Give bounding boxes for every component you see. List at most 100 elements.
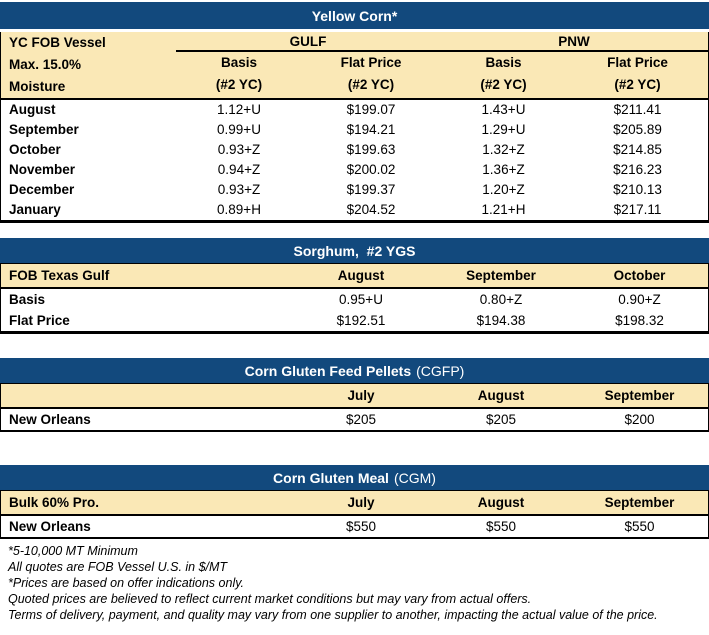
gulf-basis-value: 0.93+Z (217, 182, 261, 197)
table-row: January 0.89+H $204.52 1.21+H $217.11 (1, 200, 708, 220)
month-header: October (613, 268, 666, 283)
gulf-basis-value: 0.94+Z (217, 162, 261, 177)
yellow-corn-header: YC FOB Vessel Max. 15.0% Moisture GULF P… (1, 32, 708, 100)
table-row: Basis 0.95+U 0.80+Z 0.90+Z (1, 289, 708, 310)
row-header-line: Moisture (9, 79, 66, 94)
location-label: New Orleans (9, 412, 91, 427)
pnw-basis-value: 1.32+Z (482, 142, 525, 157)
col-header-grade: (#2 YC) (347, 77, 395, 92)
pnw-flat-value: $205.89 (613, 122, 662, 137)
cgfp-title-band: Corn Gluten Feed Pellets (CGFP) (0, 358, 709, 384)
cgfp-table: Corn Gluten Feed Pellets (CGFP) July Aug… (0, 358, 709, 432)
price-value: $200 (624, 412, 655, 427)
basis-value: 0.95+U (339, 292, 383, 307)
table-row: September 0.99+U $194.21 1.29+U $205.89 (1, 120, 708, 140)
table-row: New Orleans $205 $205 $200 (1, 409, 708, 430)
sub-header-row: Basis Flat Price Basis Flat Price (176, 52, 708, 74)
col-header-pnw-basis: Basis (485, 55, 522, 70)
footnote-line: *Prices are based on offer indications o… (8, 576, 245, 590)
sorghum-table: Sorghum, #2 YGS FOB Texas Gulf August Se… (0, 238, 709, 334)
basis-value: 0.90+Z (618, 292, 661, 307)
column-groups: GULF PNW (176, 32, 708, 52)
table-row: November 0.94+Z $200.02 1.36+Z $216.23 (1, 160, 708, 180)
table-row: August 1.12+U $199.07 1.43+U $211.41 (1, 100, 708, 120)
row-header-line: Max. 15.0% (9, 57, 82, 72)
month-header: September (604, 388, 675, 403)
gulf-flat-value: $199.07 (346, 102, 396, 117)
sub-header-row: (#2 YC) (#2 YC) (#2 YC) (#2 YC) (176, 74, 708, 96)
price-value: $550 (485, 519, 517, 534)
cgfp-header: July August September (1, 384, 708, 409)
footnote-line: Terms of delivery, payment, and quality … (8, 608, 658, 622)
gulf-flat-value: $194.21 (346, 122, 396, 137)
row-label: Flat Price (9, 313, 70, 328)
col-header-grade: (#2 YC) (480, 77, 527, 92)
month-label: December (9, 182, 75, 197)
gulf-basis-value: 0.89+H (217, 202, 261, 217)
flat-price-value: $198.32 (615, 313, 664, 328)
month-header: September (604, 495, 675, 510)
column-group-gulf: GULF (289, 34, 327, 49)
month-header: August (477, 388, 525, 403)
cgm-body: New Orleans $550 $550 $550 (1, 516, 708, 537)
month-label: October (9, 142, 61, 157)
cgfp-body: New Orleans $205 $205 $200 (1, 409, 708, 430)
row-header-line: YC FOB Vessel (9, 35, 106, 50)
sorghum-title: Sorghum, #2 YGS (293, 242, 416, 259)
col-header-grade: (#2 YC) (614, 77, 661, 92)
corner-label (1, 384, 291, 407)
cgm-header: Bulk 60% Pro. July August September (1, 491, 708, 516)
table-row: New Orleans $550 $550 $550 (1, 516, 708, 537)
pnw-basis-value: 1.43+U (481, 102, 526, 117)
pnw-basis-value: 1.21+H (481, 202, 526, 217)
cgfp-title-abbrev: (CGFP) (416, 362, 465, 379)
month-header: July (347, 388, 375, 403)
yellow-corn-table: Yellow Corn* YC FOB Vessel Max. 15.0% Mo… (0, 2, 709, 223)
yellow-corn-body: August 1.12+U $199.07 1.43+U $211.41 Sep… (1, 100, 708, 220)
yellow-corn-title-band: Yellow Corn* (0, 2, 709, 29)
row-label: Basis (9, 292, 46, 307)
gulf-flat-value: $199.37 (346, 182, 396, 197)
gulf-flat-value: $204.52 (346, 202, 396, 217)
flat-price-value: $194.38 (476, 313, 526, 328)
pnw-flat-value: $214.85 (613, 142, 662, 157)
footnote-line: All quotes are FOB Vessel U.S. in $/MT (8, 560, 228, 574)
pnw-basis-value: 1.20+Z (482, 182, 525, 197)
sorghum-title-band: Sorghum, #2 YGS (0, 238, 709, 264)
month-label: January (9, 202, 61, 217)
footnote-line: Quoted prices are believed to reflect cu… (8, 592, 532, 606)
sorghum-header: FOB Texas Gulf August September October (1, 264, 708, 289)
price-value: $205 (485, 412, 517, 427)
month-label: November (9, 162, 76, 177)
col-header-pnw-flat: Flat Price (607, 55, 668, 70)
price-value: $205 (345, 412, 377, 427)
price-value: $550 (624, 519, 655, 534)
location-label: New Orleans (9, 519, 91, 534)
yellow-corn-row-header: YC FOB Vessel Max. 15.0% Moisture (1, 32, 176, 98)
gulf-basis-value: 0.99+U (217, 122, 261, 137)
table-row: Flat Price $192.51 $194.38 $198.32 (1, 310, 708, 331)
table-row: October 0.93+Z $199.63 1.32+Z $214.85 (1, 140, 708, 160)
month-header: August (477, 495, 525, 510)
footnotes: *5-10,000 MT Minimum All quotes are FOB … (0, 543, 709, 623)
cgm-title: Corn Gluten Meal (273, 469, 389, 486)
basis-value: 0.80+Z (479, 292, 523, 307)
cgfp-title: Corn Gluten Feed Pellets (244, 362, 412, 379)
cgm-title-band: Corn Gluten Meal (CGM) (0, 465, 709, 491)
sorghum-body: Basis 0.95+U 0.80+Z 0.90+Z Flat Price $1… (1, 289, 708, 331)
corner-label: FOB Texas Gulf (9, 268, 110, 283)
pnw-flat-value: $217.11 (613, 202, 662, 217)
corner-label: Bulk 60% Pro. (9, 495, 100, 510)
month-label: August (9, 102, 56, 117)
col-header-grade: (#2 YC) (215, 77, 263, 92)
pnw-flat-value: $216.23 (613, 162, 662, 177)
month-label: September (9, 122, 79, 137)
gulf-flat-value: $200.02 (346, 162, 396, 177)
table-row: December 0.93+Z $199.37 1.20+Z $210.13 (1, 180, 708, 200)
gulf-basis-value: 1.12+U (217, 102, 261, 117)
cgm-title-abbrev: (CGM) (393, 469, 436, 486)
pnw-basis-value: 1.36+Z (482, 162, 525, 177)
month-header: July (347, 495, 375, 510)
pnw-basis-value: 1.29+U (481, 122, 526, 137)
